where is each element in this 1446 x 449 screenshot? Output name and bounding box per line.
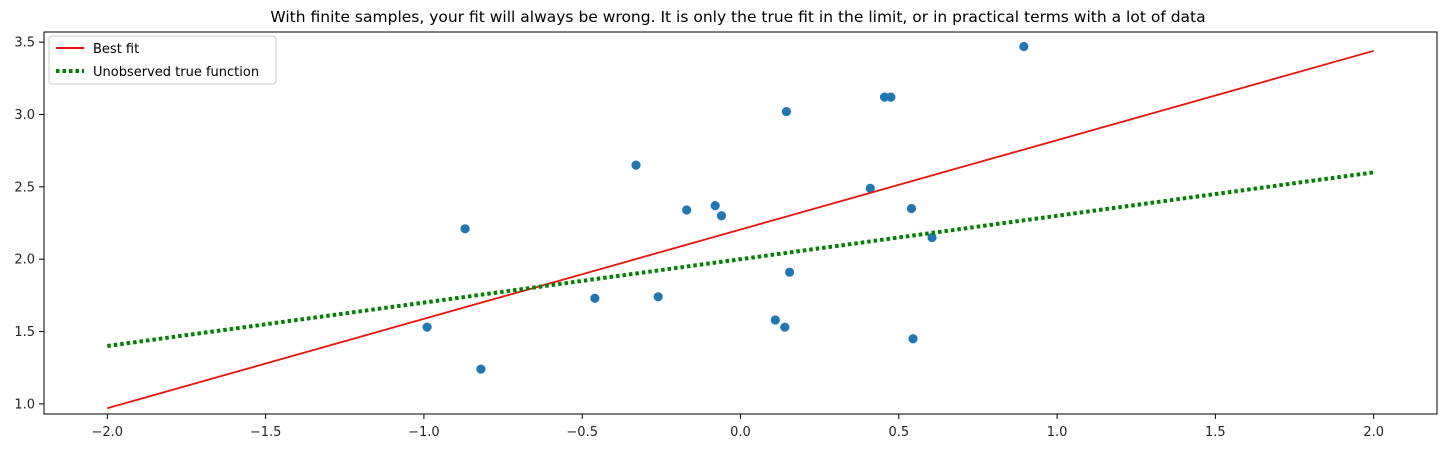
x-tick-label: 2.0 — [1363, 425, 1384, 440]
data-point — [886, 92, 896, 102]
data-point — [865, 183, 875, 193]
data-point — [908, 334, 918, 344]
data-point — [781, 106, 792, 117]
legend-frame — [48, 35, 277, 85]
data-point — [770, 315, 780, 325]
legend-label-best-fit: Best fit — [93, 42, 139, 57]
plot-area: −2.0 −1.5 −1.0 −0.5 0.0 0.5 1.0 1.5 2.0 1.0 1.5 2.0… — [14, 31, 1438, 440]
series-line-true-function — [107, 170, 1374, 348]
legend-label-true-function: Unobserved true function — [93, 65, 259, 80]
y-tick-label: 3.0 — [14, 108, 35, 123]
data-point — [927, 232, 937, 243]
x-tick-label: 0.0 — [730, 425, 751, 440]
data-point — [631, 160, 641, 170]
data-point — [682, 205, 692, 215]
x-tick-label: −2.0 — [92, 425, 124, 440]
axes-frame — [43, 31, 1438, 415]
data-point — [422, 322, 432, 332]
y-tick-label: 1.5 — [14, 325, 35, 340]
data-point — [716, 211, 727, 221]
y-tick-label: 2.0 — [14, 253, 35, 268]
chart-title: With finite samples, your fit will alway… — [270, 8, 1205, 26]
data-point — [590, 293, 600, 303]
data-point — [476, 364, 486, 374]
x-tick-label: −1.0 — [408, 425, 440, 440]
x-tick-label: 0.5 — [888, 425, 909, 440]
data-point — [879, 92, 890, 102]
legend: Best fit Unobserved true function — [48, 35, 277, 85]
y-tick-label: 1.0 — [14, 397, 35, 412]
y-tick-label: 3.5 — [14, 36, 35, 51]
x-tick-label: 1.5 — [1205, 425, 1226, 440]
x-tick-label: −0.5 — [566, 425, 598, 440]
x-tick-label: −1.5 — [250, 425, 282, 440]
y-tick-label: 2.5 — [14, 180, 35, 195]
data-point — [460, 224, 470, 234]
data-point — [710, 201, 720, 211]
x-tick-label: 1.0 — [1047, 425, 1068, 440]
series-line-best-fit — [107, 49, 1374, 410]
data-point — [784, 267, 795, 277]
data-point — [1019, 41, 1029, 52]
data-point — [906, 203, 917, 214]
data-point — [780, 322, 790, 332]
data-point — [653, 292, 663, 302]
